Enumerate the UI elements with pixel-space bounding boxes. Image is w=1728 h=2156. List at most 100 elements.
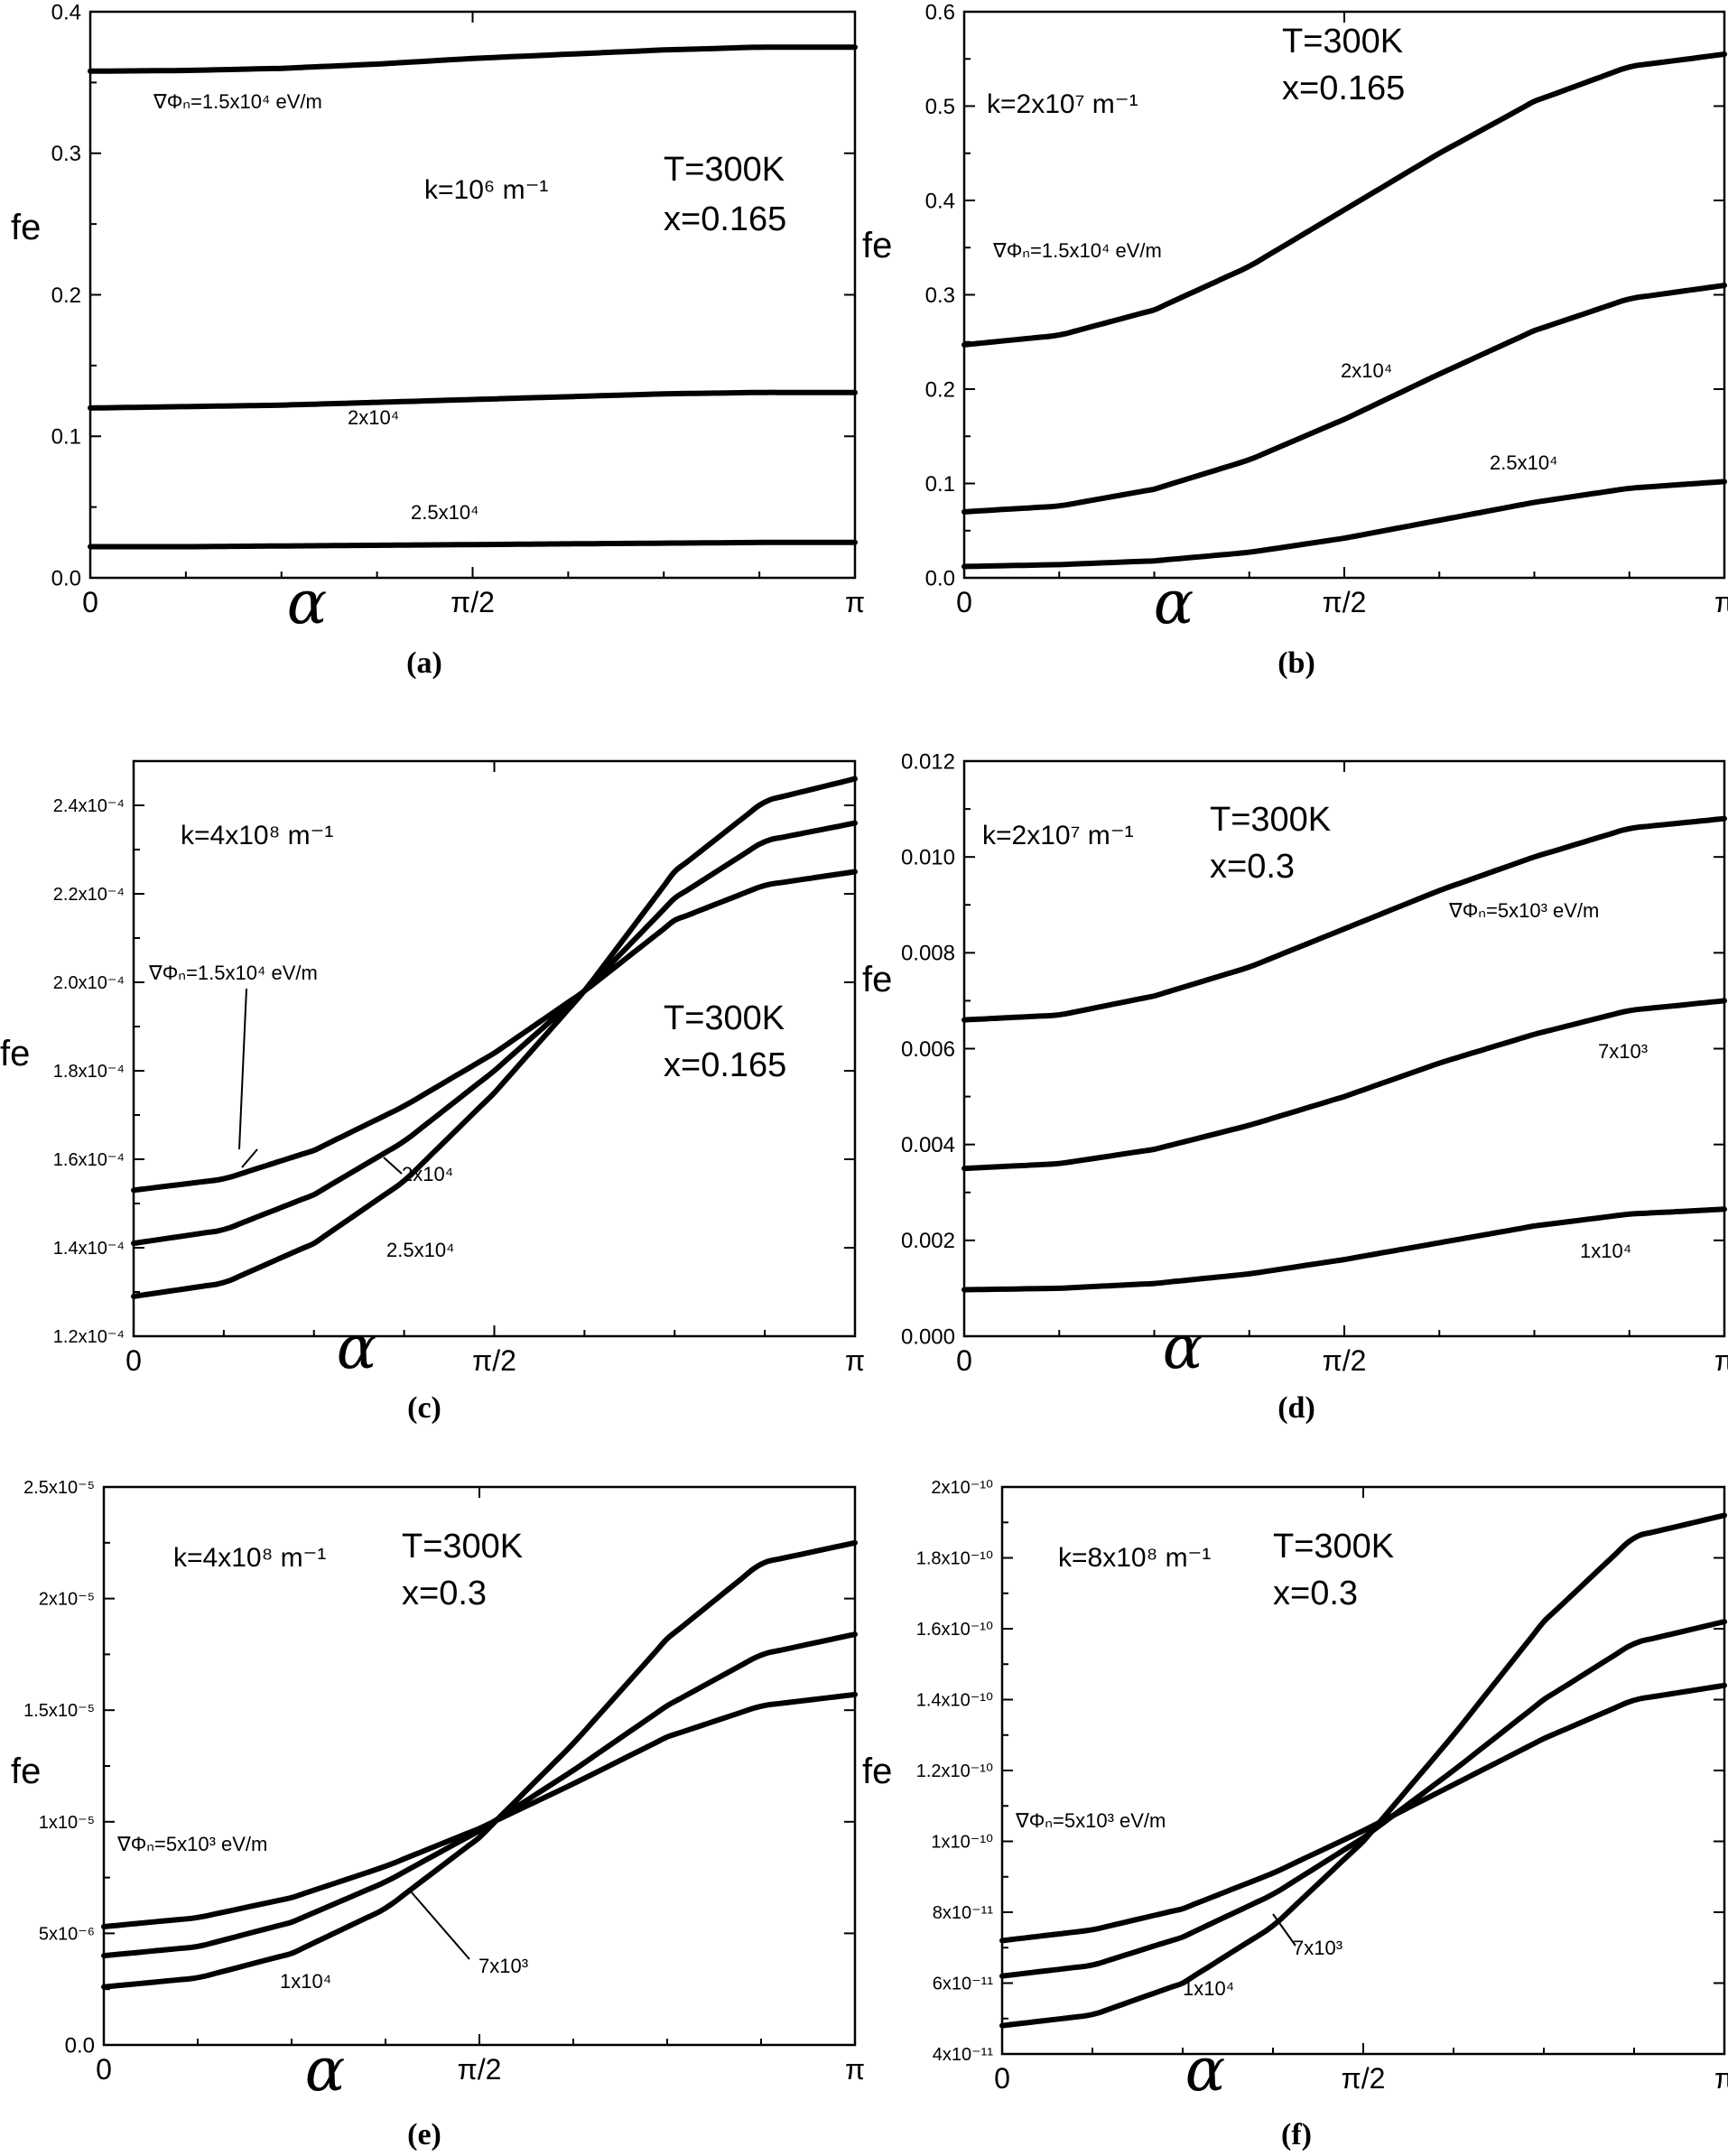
y-axis-label: fe [862,1752,892,1791]
y-tick-label: 0.000 [901,1324,955,1349]
annotation-0: k=8x10⁸ m⁻¹ [1058,1543,1211,1573]
chart-panel-b: 0.0 0.1 0.2 0.3 0.4 0.5 0.6 0 π/2 π α fe ∇Φₙ=1.5x10⁴… [862,0,1728,680]
x-tick-label: π [845,2053,865,2086]
x-tick-label: π [1714,1344,1728,1377]
x-tick-label: π/2 [472,1344,516,1377]
label-leader-line [1272,1913,1296,1947]
x-tick-label: π/2 [1342,2062,1386,2095]
annotation-0: k=10⁶ m⁻¹ [424,175,548,205]
annotation-0: k=2x10⁷ m⁻¹ [982,821,1134,850]
series-label: 2.5x10⁴ [386,1239,455,1261]
y-tick-label: 0.3 [925,283,955,308]
y-axis-label: fe [11,208,41,247]
series-line-1 [962,283,1727,515]
x-tick-label: π [845,586,865,618]
label-leader-line [238,988,247,1150]
annotation-1: T=300K [1273,1528,1394,1566]
x-axis-label: α [305,2035,346,2105]
y-axis-label: fe [862,226,892,265]
series-line-2 [962,479,1727,570]
annotation-2: x=0.165 [664,200,786,238]
annotation-2: x=0.3 [402,1575,487,1612]
series-label: ∇Φₙ=1.5x10⁴ eV/m [992,239,1162,262]
x-tick-label: π/2 [1323,586,1367,618]
y-axis-label: fe [862,960,892,999]
y-tick-label: 0.008 [901,942,955,966]
x-tick-label: π/2 [451,586,495,618]
y-tick-label: 0.0 [65,2033,95,2058]
y-tick-label: 1.4x10⁻⁴ [53,1239,125,1259]
series-label: 1x10⁴ [1580,1240,1631,1262]
series-label: ∇Φₙ=1.5x10⁴ eV/m [153,90,322,113]
x-tick-label: π/2 [1323,1344,1367,1377]
y-tick-label: 0.012 [901,749,955,774]
label-leader-line [410,1891,470,1960]
x-tick-label: π [1714,2062,1728,2095]
y-tick-label: 0.1 [51,425,81,450]
y-axis-label: fe [0,1034,30,1073]
y-axis-label: fe [11,1752,41,1791]
series-line-2 [101,1539,858,1990]
x-tick-label: 0 [956,586,972,618]
y-tick-label: 4x10⁻¹¹ [933,2045,994,2065]
series-label: 2.5x10⁴ [1490,451,1558,474]
y-tick-label: 0.006 [901,1037,955,1062]
y-tick-label: 1.6x10⁻¹⁰ [916,1620,993,1640]
y-tick-label: 0.002 [901,1229,955,1253]
y-tick-label: 0.1 [925,472,955,497]
series-label: 2.5x10⁴ [411,501,479,524]
y-tick-label: 0.2 [925,377,955,402]
panel-caption: (a) [406,646,442,680]
chart-panel-c: 1.2x10⁻⁴ 1.4x10⁻⁴ 1.6x10⁻⁴ 1.8x10⁻⁴ 2.0x10⁻⁴… [0,759,865,1425]
y-tick-label: 1.8x10⁻¹⁰ [916,1549,993,1569]
series-line-1 [101,1631,858,1959]
y-tick-label: 0.3 [51,142,81,166]
label-leader-line [383,1157,403,1175]
x-axis-label: α [1154,568,1194,637]
series-line-0 [131,869,858,1194]
x-tick-label: π [845,1344,865,1377]
y-tick-label: 1.4x10⁻¹⁰ [916,1691,993,1711]
label-leader-line [241,1148,258,1168]
annotation-2: x=0.3 [1210,848,1295,886]
y-tick-label: 2x10⁻⁵ [39,1590,95,1610]
series-line-2 [131,776,858,1299]
series-line-2 [88,539,858,550]
chart-panel-d: 0.000 0.002 0.004 0.006 0.008 0.010 0.012 0 π/2 π… [862,749,1728,1425]
series-line-0 [962,51,1727,348]
x-tick-label: π/2 [458,2053,502,2086]
y-tick-label: 2.4x10⁻⁴ [53,796,125,816]
series-label: 1x10⁴ [280,1970,331,1993]
series-label: ∇Φₙ=5x10³ eV/m [116,1833,267,1855]
annotation-1: T=300K [402,1528,523,1566]
y-tick-label: 1.6x10⁻⁴ [53,1150,125,1170]
y-tick-label: 0.2 [51,283,81,308]
series-label: 1x10⁴ [1183,1977,1234,2000]
y-tick-label: 8x10⁻¹¹ [933,1903,994,1923]
x-tick-label: π [1714,586,1728,618]
x-axis-label: α [287,568,328,637]
chart-panel-e: 0.0 5x10⁻⁶ 1x10⁻⁵ 1.5x10⁻⁵ 2x10⁻⁵ 2.5x10⁻⁵ 0 π/… [11,1478,865,2151]
annotation-2: x=0.165 [1282,70,1405,107]
y-tick-label: 1x10⁻⁵ [39,1813,95,1833]
panel-caption: (b) [1277,646,1315,680]
y-tick-label: 6x10⁻¹¹ [933,1975,994,1994]
x-tick-label: 0 [125,1344,142,1377]
series-label: 7x10³ [1598,1040,1648,1063]
annotation-1: T=300K [1210,801,1331,839]
x-axis-label: α [1163,1313,1203,1382]
chart-panel-f: 4x10⁻¹¹ 6x10⁻¹¹ 8x10⁻¹¹ 1x10⁻¹⁰ 1.2x10⁻¹⁰ 1.4… [862,1478,1728,2151]
series-label: ∇Φₙ=5x10³ eV/m [1015,1809,1166,1832]
series-line-0 [999,1682,1727,1944]
series-label: 7x10³ [478,1955,528,1977]
panel-caption: (c) [407,1391,441,1425]
series-label: ∇Φₙ=5x10³ eV/m [1448,899,1599,922]
y-tick-label: 0.4 [925,189,955,213]
y-tick-label: 0.4 [51,0,81,24]
annotation-0: k=4x10⁸ m⁻¹ [173,1543,326,1573]
y-tick-label: 2x10⁻¹⁰ [931,1478,993,1498]
series-label: 2x10⁴ [348,406,399,429]
y-tick-label: 0.004 [901,1133,955,1157]
annotation-2: x=0.165 [664,1046,786,1084]
x-axis-label: α [1185,2035,1226,2105]
